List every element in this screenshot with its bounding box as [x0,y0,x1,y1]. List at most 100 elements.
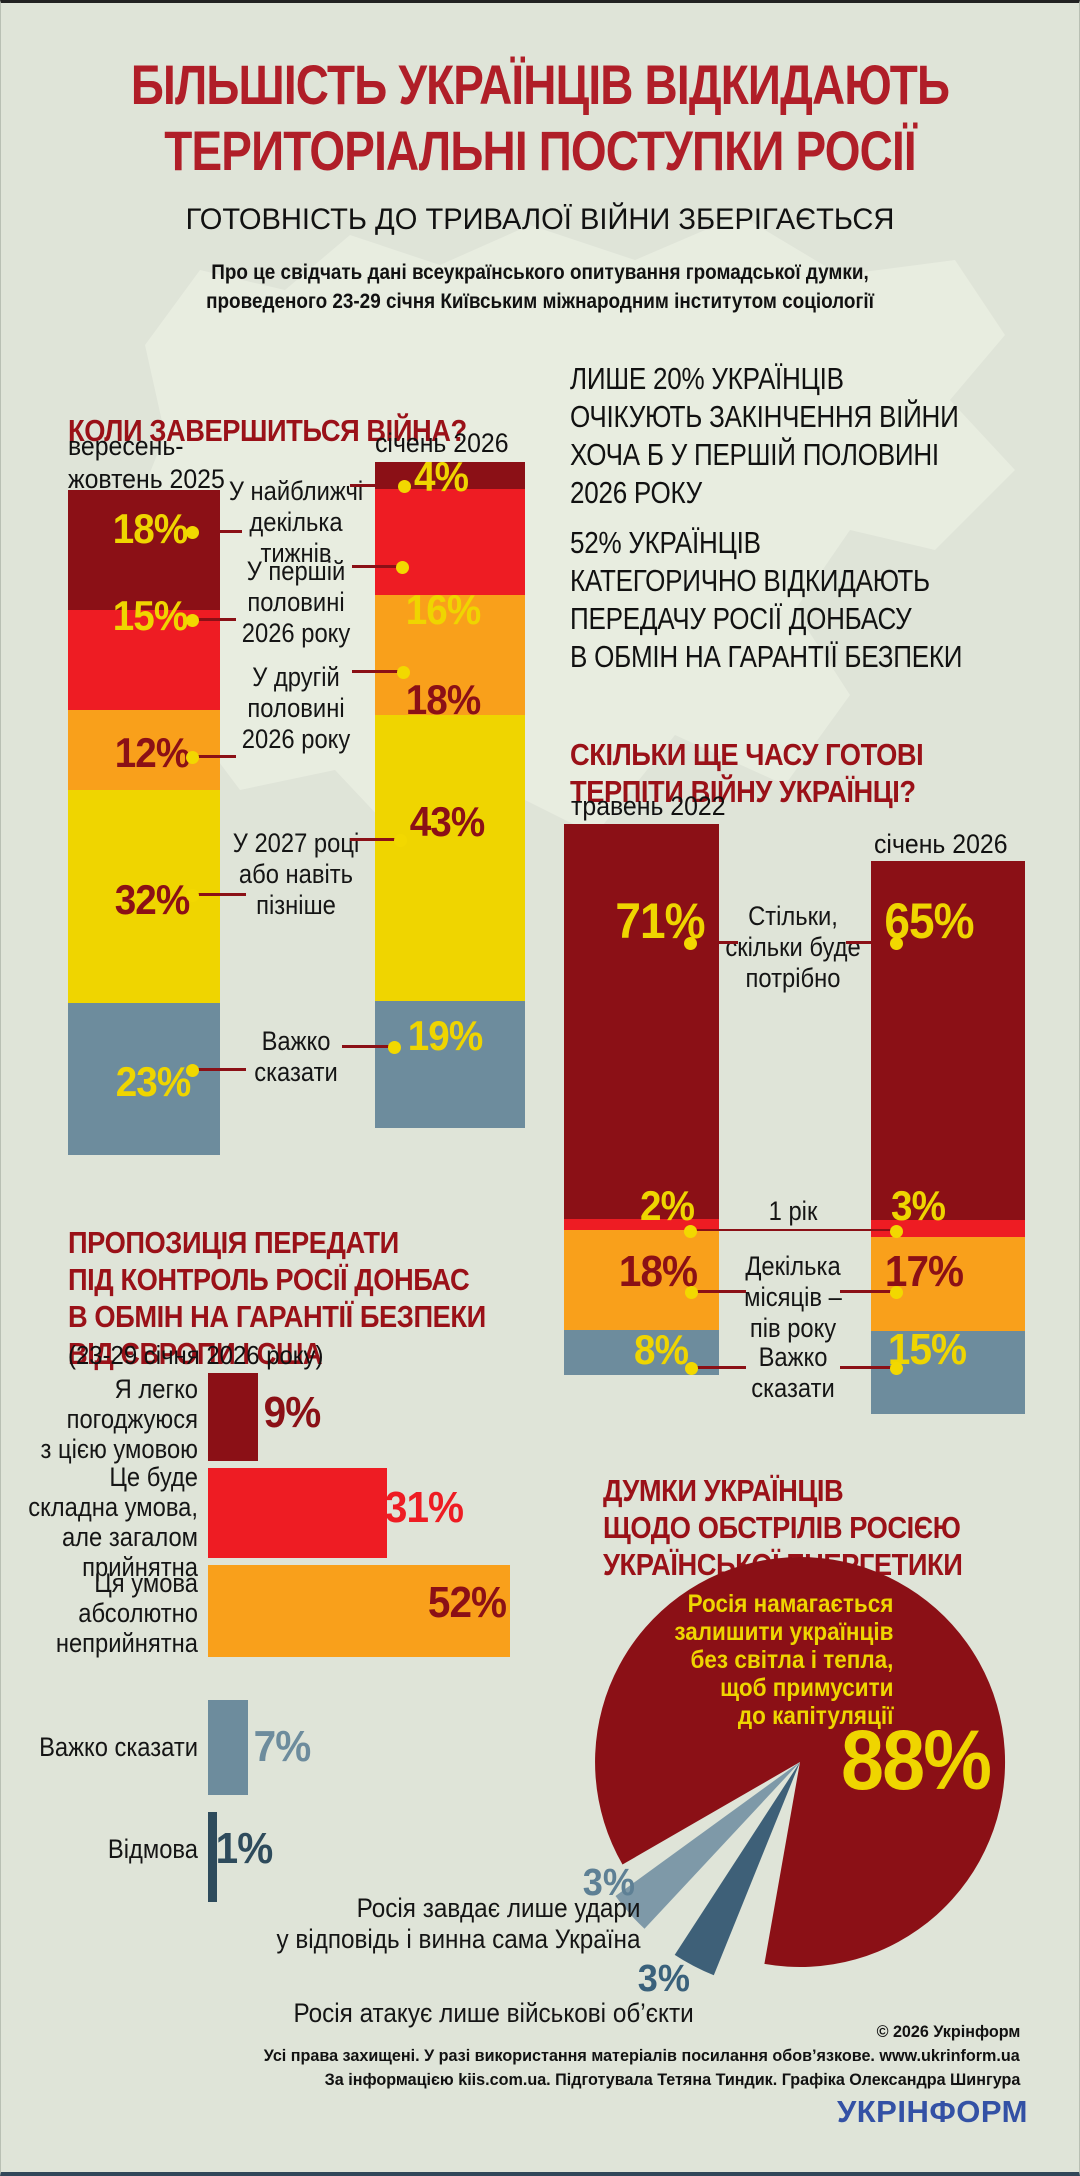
label-line: У найближчі [228,476,364,506]
connector-dot [890,1225,903,1238]
connector-dot [186,751,199,764]
stacked-bar-sep-oct-2025 [68,490,220,1155]
segment-hard-to-say [68,1003,220,1155]
connector-dot [186,614,199,627]
connector-line [198,530,242,533]
segment-h1-2026 [68,610,220,710]
category-label-hard-to-say: Важко сказати [718,1342,868,1404]
value-label: 8% [633,1326,689,1373]
label-line: погоджуюся [66,1404,198,1434]
fact-line: В ОБМІН НА ГАРАНТІЇ БЕЗПЕКИ [570,639,963,674]
column-label-jan-2026: січень 2026 [375,428,509,458]
category-label-next-weeks: У найближчі декілька тижнів [221,476,371,569]
connector-dot [396,561,409,574]
label-line: залишити українців [673,1618,893,1646]
category-label-h1-2026: У першій половині 2026 року [221,556,371,649]
segment-one-year [871,1220,1025,1237]
section-title-line: ВІД ЄВРОПИ І США [68,1335,323,1371]
label-line: У першій [246,556,346,586]
source-line1: Про це свідчать дані всеукраїнського опи… [211,261,869,284]
label-line: складна умова, [28,1492,199,1522]
value-label: 18% [112,505,188,552]
label-line: Росія атакує лише військові об’єкти [293,1998,694,2028]
label-line: половині [247,587,345,617]
connector-dot [397,666,410,679]
label-line: неприйнятна [55,1628,199,1658]
copyright: © 2026 Укрінформ [876,2022,1020,2041]
segment-2027-or-later [375,715,525,1001]
slice1-label: Росія завдає лише удари у відповідь і ви… [276,1893,640,1955]
connector-line [840,1290,892,1293]
row-label-hard-to-say: Важко сказати [22,1732,198,1762]
value-label: 2% [639,1182,695,1229]
value-label: 23% [115,1058,191,1105]
connector-dot [186,889,199,902]
subtitle: ГОТОВНІСТЬ ДО ТРИВАЛОЇ ВІЙНИ ЗБЕРІГАЄТЬС… [185,203,895,236]
column-label-jan-2026: січень 2026 [874,829,1008,859]
segment-h2-2026 [68,710,220,790]
fact-line: ЛИШЕ 20% УКРАЇНЦІВ [570,361,844,396]
column-label-line: жовтень 2025 [68,464,225,494]
pie-chart [595,1557,1006,1976]
category-label-few-months: Декілька місяців – пів року [718,1251,868,1344]
value-label: 31% [384,1483,464,1532]
section-title-line: В ОБМІН НА ГАРАНТІЇ БЕЗПЕКИ [68,1298,486,1334]
segment-few-months [871,1237,1025,1331]
value-label: 1% [215,1824,274,1873]
stacked-bar-jan-2026 [375,462,525,1128]
label-line: сказати [254,1057,338,1087]
value-label: 3% [890,1182,946,1229]
fact-52-percent: 52% УКРАЇНЦІВ КАТЕГОРИЧНО ВІДКИДАЮТЬ ПЕР… [570,524,962,676]
value-label: 19% [407,1012,483,1059]
section-title-line: ДУМКИ УКРАЇНЦІВ [603,1472,844,1508]
ukraine-map-watermark [125,215,1015,855]
category-label-one-year: 1 рік [718,1196,868,1227]
row-label-easily-agree: Я легко погоджуюся з цією умовою [22,1374,198,1464]
fact-line: 52% УКРАЇНЦІВ [570,525,761,560]
section-title-line: СКІЛЬКИ ЩЕ ЧАСУ ГОТОВІ [570,736,924,772]
stacked-bar-jan-2026 [871,861,1025,1414]
connector-dot [685,1362,698,1375]
value-label: 4% [413,453,469,500]
fact-20-percent: ЛИШЕ 20% УКРАЇНЦІВ ОЧІКУЮТЬ ЗАКІНЧЕННЯ В… [570,360,959,512]
label-line: але загалом [61,1522,198,1552]
category-label-as-long-as-needed: Стільки, скільки буде потрібно [718,901,868,994]
section-title-line: ПІД КОНТРОЛЬ РОСІЇ ДОНБАС [68,1261,470,1297]
connector-dot [684,1225,697,1238]
value-label: 43% [409,798,485,845]
label-line: скільки буде [725,932,861,962]
segment-one-year [564,1219,719,1230]
value-label: 12% [114,729,190,776]
connector-line [342,1045,394,1048]
connector-dot [398,480,411,493]
connector-dot [186,526,199,539]
slice2-value: 3% [637,1958,690,2000]
value-label: 18% [618,1247,698,1296]
connector-dot [394,834,407,847]
pie-slice-88 [595,1557,1006,1968]
segment-h2-2026 [375,595,525,715]
label-line: пізніше [256,890,336,920]
stacked-bar-may-2022 [564,824,719,1375]
label-line: Стільки, [748,901,838,931]
label-line: 1 рік [768,1196,818,1226]
main-title-line2: ТЕРИТОРІАЛЬНІ ПОСТУПКИ РОСІЇ [164,119,916,182]
fact-line: 2026 РОКУ [570,475,702,510]
value-label: 16% [405,586,481,633]
connector-line [840,1366,892,1369]
label-line: Ця умова [94,1568,198,1598]
label-line: без світла і тепла, [690,1646,893,1674]
fact-line: ХОЧА Б У ПЕРШІЙ ПОЛОВИНІ [570,437,939,472]
row-label-refusal: Відмова [22,1834,198,1864]
value-label: 7% [253,1722,312,1771]
label-line: 2026 року [241,724,351,754]
column-label-may-2022: травень 2022 [571,791,726,821]
segment-as-long-as-needed [871,861,1025,1220]
segment-hard-to-say [375,1001,525,1128]
hbar-difficult-but-acceptable [208,1468,387,1558]
label-line: У другій [252,662,340,692]
row-label-difficult-but-acceptable: Це буде складна умова, але загалом прийн… [22,1462,198,1582]
label-line: пів року [749,1313,837,1343]
section2-title: СКІЛЬКИ ЩЕ ЧАСУ ГОТОВІ ТЕРПІТИ ВІЙНУ УКР… [570,736,924,810]
